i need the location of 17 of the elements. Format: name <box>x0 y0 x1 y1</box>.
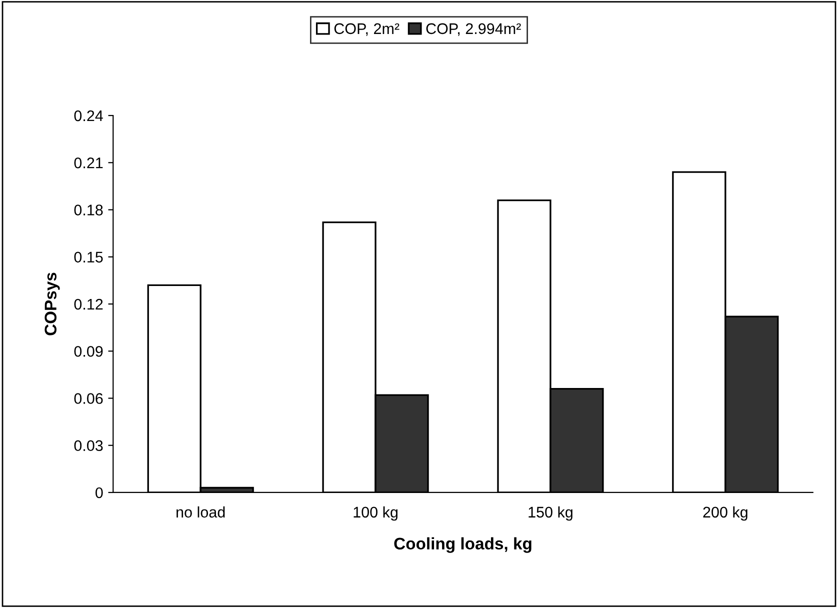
y-tick-label: 0.09 <box>74 346 103 357</box>
y-tick-label: 0.18 <box>74 204 103 216</box>
x-axis-title: Cooling loads, kg <box>394 537 532 553</box>
y-tick-label: 0.24 <box>74 110 103 122</box>
y-tick-label: 0.15 <box>74 252 103 263</box>
y-tick-label: 0.03 <box>74 440 103 452</box>
y-tick-label: 0.06 <box>74 393 103 404</box>
y-axis-title: COPsys <box>44 272 60 336</box>
y-tick-label: 0.12 <box>74 298 103 310</box>
x-tick-label: 200 kg <box>703 506 748 521</box>
x-tick-label: no load <box>176 506 225 518</box>
y-tick-label: 0.21 <box>74 158 103 168</box>
legend-label: COP, 2m² <box>334 23 400 36</box>
x-tick-label: 100 kg <box>354 506 398 521</box>
legend-label: COP, 2.994m² <box>426 23 521 36</box>
x-tick-label: 150 kg <box>528 506 572 521</box>
y-tick-label: 0 <box>96 487 103 498</box>
